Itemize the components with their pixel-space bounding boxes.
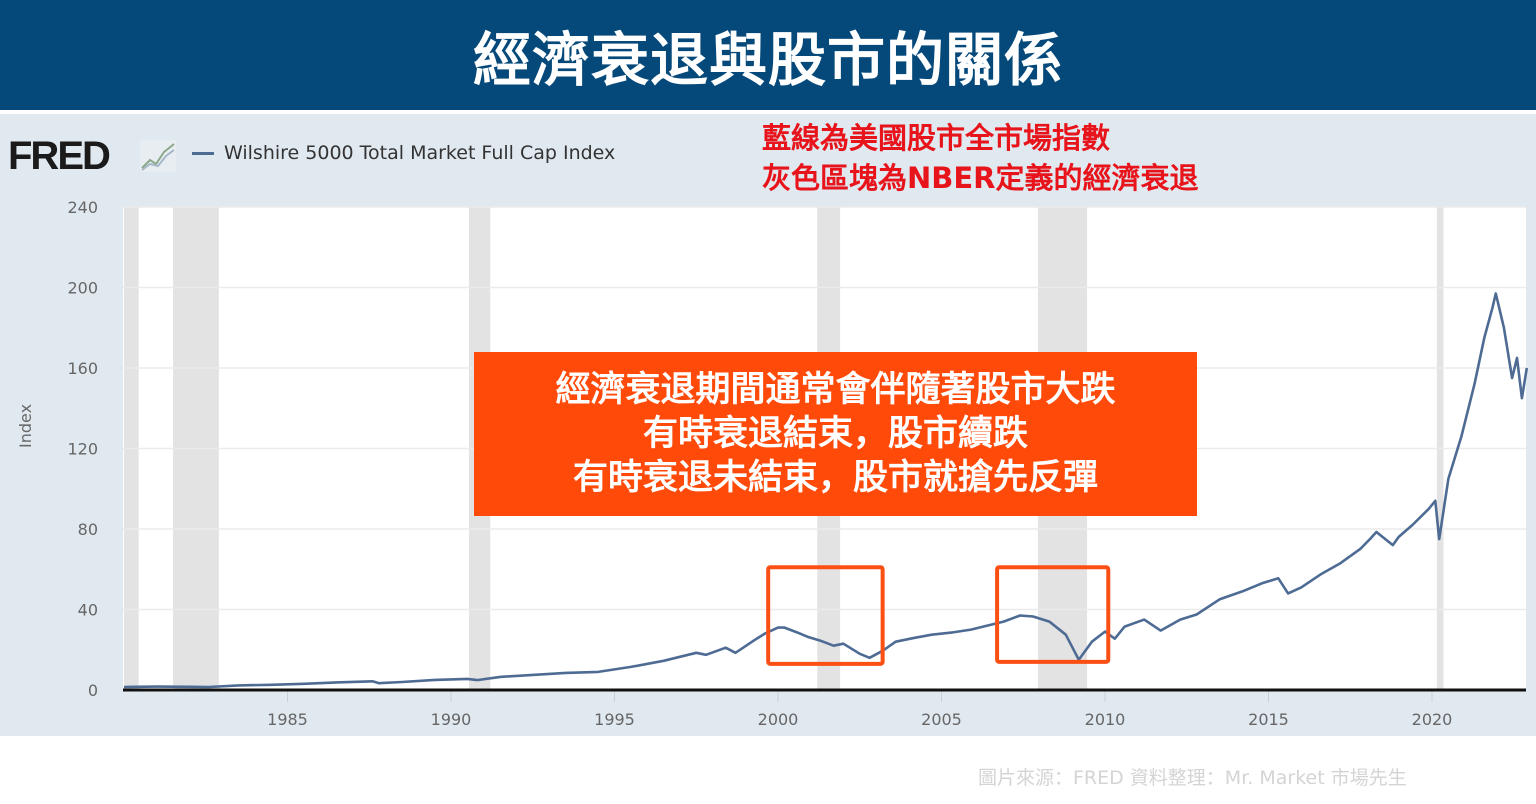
y-tick-label: 240 xyxy=(67,198,98,217)
x-tick-label: 2015 xyxy=(1248,710,1289,729)
legend-label: Wilshire 5000 Total Market Full Cap Inde… xyxy=(224,142,616,164)
note-line-2: 灰色區塊為NBER定義的經濟衰退 xyxy=(762,161,1199,195)
x-tick-label: 2010 xyxy=(1085,710,1126,729)
callout-box: 經濟衰退期間通常會伴隨著股市大跌 有時衰退結束，股市續跌 有時衰退未結束，股市就… xyxy=(474,352,1197,516)
y-tick-label: 160 xyxy=(67,359,98,378)
legend-line-icon xyxy=(192,151,214,155)
callout-line-1: 經濟衰退期間通常會伴隨著股市大跌 xyxy=(555,370,1116,410)
x-tick-label: 2005 xyxy=(921,710,962,729)
y-axis-ticks: 0 40 80 120 160 200 240 xyxy=(67,198,98,700)
chart-legend: Wilshire 5000 Total Market Full Cap Inde… xyxy=(192,142,615,164)
title-banner: 經濟衰退與股市的關係 xyxy=(0,0,1536,110)
note-line-1: 藍線為美國股市全市場指數 xyxy=(762,121,1111,155)
x-tick-label: 1985 xyxy=(267,710,308,729)
x-tick-label: 2020 xyxy=(1412,710,1453,729)
highlight-box xyxy=(995,565,1111,664)
x-axis-ticks: 1985 1990 1995 2000 2005 2010 2015 2020 xyxy=(267,690,1452,729)
callout-line-2: 有時衰退結束，股市續跌 xyxy=(642,414,1028,454)
fred-chart-icon xyxy=(140,140,176,172)
highlight-box xyxy=(766,565,885,666)
annotation-note: 藍線為美國股市全市場指數 灰色區塊為NBER定義的經濟衰退 xyxy=(762,118,1199,198)
callout-line-3: 有時衰退未結束，股市就搶先反彈 xyxy=(572,458,1098,498)
x-tick-label: 1995 xyxy=(594,710,635,729)
fred-logo: FRED xyxy=(8,134,111,178)
x-tick-label: 1990 xyxy=(431,710,472,729)
y-tick-label: 40 xyxy=(78,601,98,620)
highlight-boxes xyxy=(766,565,1111,666)
y-tick-label: 0 xyxy=(88,681,98,700)
y-tick-label: 200 xyxy=(67,279,98,298)
y-axis-title: Index xyxy=(16,403,35,448)
source-credit: 圖片來源：FRED 資料整理：Mr. Market 市場先生 xyxy=(978,767,1407,789)
page-title: 經濟衰退與股市的關係 xyxy=(472,26,1063,94)
y-tick-label: 80 xyxy=(78,520,98,539)
x-tick-label: 2000 xyxy=(758,710,799,729)
y-tick-label: 120 xyxy=(67,440,98,459)
